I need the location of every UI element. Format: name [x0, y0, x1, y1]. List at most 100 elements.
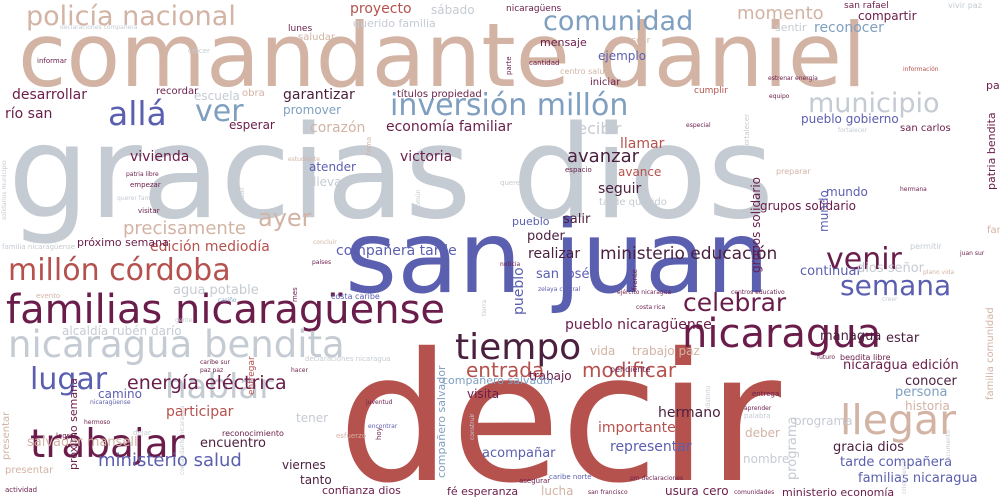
word: mensaje: [540, 36, 587, 49]
word: trabajo: [529, 369, 572, 383]
word: programa: [794, 414, 853, 428]
word: mundo: [826, 185, 868, 199]
word: costa rica: [636, 304, 666, 311]
word: proyecto: [350, 1, 412, 17]
word: asegurar: [519, 477, 551, 485]
word: nicaragua edición: [843, 358, 959, 373]
word: concluir: [313, 239, 337, 246]
word: representar: [610, 439, 692, 455]
word: futuro: [817, 354, 836, 361]
word: salvador mansell: [27, 435, 138, 450]
word: hermana: [900, 186, 927, 193]
word: energía eléctrica: [127, 372, 287, 394]
word: río san: [5, 106, 53, 122]
word: centro salud: [560, 67, 610, 76]
word: recibir: [571, 119, 622, 138]
word: especial: [686, 122, 711, 129]
word: millón córdoba: [8, 253, 231, 288]
word: conocer: [905, 374, 957, 389]
word: esfuerzo: [336, 432, 366, 440]
word: importante: [598, 420, 676, 436]
word: pueblo: [512, 215, 550, 228]
word: evento: [36, 292, 61, 300]
word: desarrollar: [12, 87, 88, 103]
word: estudiante: [288, 156, 320, 163]
word: tema: [365, 136, 373, 155]
word: distinto: [705, 385, 712, 408]
word: escuela: [194, 89, 240, 103]
word: victoria: [400, 149, 453, 165]
word: reconocer: [814, 20, 884, 36]
word: sábado: [431, 3, 475, 17]
word: juan sur: [960, 250, 985, 257]
word: pueblo: [511, 267, 527, 315]
word: fé esperanza: [447, 485, 519, 498]
word: comunidades: [734, 489, 775, 496]
word: comandante daniel: [18, 4, 867, 107]
word: pm declaraciones: [630, 475, 684, 482]
word: realizar: [528, 246, 581, 262]
word: caribe norte: [549, 473, 592, 481]
word: pueblo nicaragüense: [565, 317, 712, 333]
word: hermoso: [84, 419, 111, 426]
word: solidarios municipio: [1, 160, 8, 220]
word: espacio: [565, 166, 592, 174]
word: ejército nicaragua: [617, 289, 672, 296]
word: continuar: [800, 264, 862, 279]
word: comunidad: [543, 6, 694, 37]
word: modificar: [582, 358, 677, 382]
word: tiempo: [455, 327, 582, 368]
word: nombre: [743, 452, 790, 466]
word: vivienda: [130, 149, 190, 165]
word: gracias dios: [8, 99, 774, 248]
word: permitir: [910, 242, 942, 251]
word: costa caribe: [331, 292, 380, 301]
word: san juan: [345, 199, 770, 316]
word: patria bendita: [986, 79, 1000, 92]
word: actividad: [5, 486, 38, 494]
word: compañero salvador: [442, 374, 555, 387]
word: compañero salvador: [435, 365, 448, 478]
word: familia comunidad: [987, 225, 1000, 236]
word: familia nicaragüense: [2, 243, 76, 251]
word: países: [312, 259, 332, 266]
word: hablar: [165, 367, 274, 407]
word: inversión millón: [390, 88, 629, 123]
word: estar: [886, 331, 920, 346]
word: patria libre: [126, 171, 159, 178]
word: momento: [737, 3, 824, 24]
word: próximo semana: [77, 236, 169, 249]
word: viernes: [282, 458, 326, 472]
word: reconocimiento: [222, 429, 284, 438]
word: declaraciones nicaragua: [305, 355, 391, 363]
word: nicaragüense: [90, 399, 131, 406]
word: tarde compañera: [840, 455, 953, 470]
word: corazón: [310, 120, 366, 136]
word: salir: [563, 212, 591, 227]
word: llamar: [620, 136, 665, 152]
word: avance: [618, 165, 662, 179]
word: participar: [166, 404, 234, 420]
word: títulos propiedad: [397, 89, 482, 100]
word: entrega: [752, 390, 780, 398]
word: celebrar: [683, 288, 787, 317]
word: seguir: [598, 181, 642, 197]
word: lucha: [541, 484, 574, 498]
word: camino: [98, 387, 142, 401]
word: patria bendita: [985, 112, 998, 190]
word: pendiente: [610, 365, 651, 374]
word: sentir: [775, 21, 807, 34]
word: cariño: [218, 297, 237, 304]
word: ministerio salud: [98, 450, 242, 471]
word: garantizar: [283, 87, 355, 103]
word: familias nicaragüense: [6, 287, 446, 333]
word: caribe sur: [200, 359, 230, 366]
word: hacer: [291, 367, 308, 374]
word: hermano: [658, 405, 721, 421]
word: avanzar: [567, 146, 639, 167]
word: encuentro: [200, 436, 266, 451]
word: grupos solidario: [749, 176, 763, 273]
word: pueblo gobierno: [801, 112, 899, 126]
word: documento: [945, 430, 952, 464]
word: tarde querido: [599, 197, 667, 208]
